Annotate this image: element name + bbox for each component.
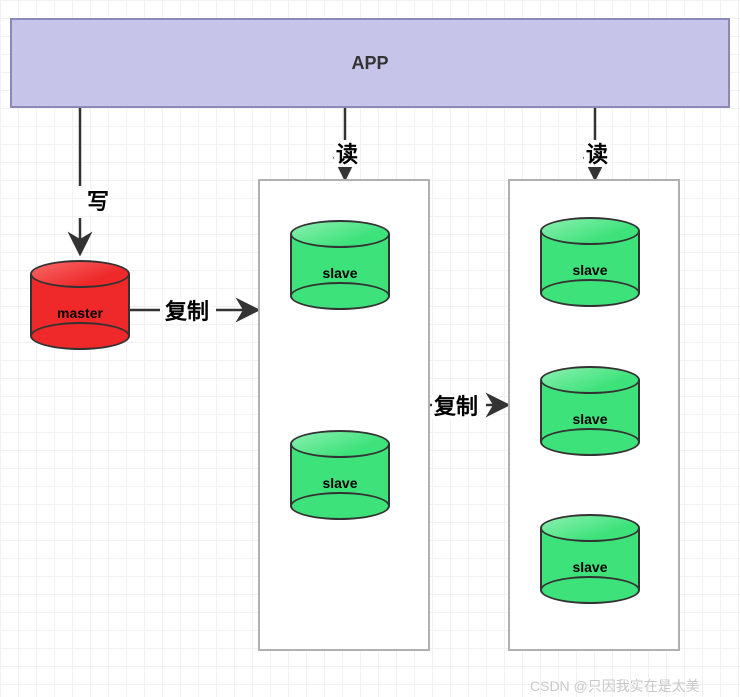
label-read1: 读 [334,143,360,167]
group2-slave-1-label: slave [540,262,640,278]
group2-slave-1: slave [540,217,640,307]
group2-slave-2-label: slave [540,411,640,427]
group2-slave-3: slave [540,514,640,604]
label-read2: 读 [584,143,610,167]
group2-slave-3-label: slave [540,559,640,575]
master-cylinder: master [30,260,130,350]
group2-slave-2: slave [540,366,640,456]
app-box: APP [10,18,730,108]
group1-slave-1: slave [290,220,390,310]
label-write: 写 [85,190,111,214]
label-copy1: 复制 [163,300,211,324]
group1-slave-2: slave [290,430,390,520]
master-cylinder-label: master [30,305,130,321]
group1-slave-1-label: slave [290,265,390,281]
group1-slave-2-label: slave [290,475,390,491]
label-copy2: 复制 [432,395,480,419]
watermark-text: CSDN @只因我实在是太美 [530,676,700,696]
